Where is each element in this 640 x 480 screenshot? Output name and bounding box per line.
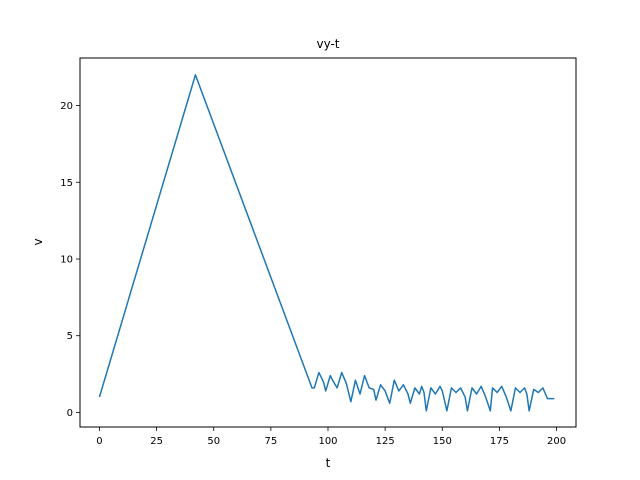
x-tick-label: 100 bbox=[318, 436, 337, 447]
y-tick-label: 20 bbox=[60, 101, 73, 112]
axes-frame bbox=[79, 57, 577, 428]
x-tick-label: 0 bbox=[96, 436, 102, 447]
x-tick-label: 125 bbox=[376, 436, 395, 447]
y-axis-label: v bbox=[31, 238, 45, 245]
axis-ticks: 0 25 50 75 100 125 150 175 200 0 5 10 15 20 bbox=[60, 101, 566, 447]
x-tick-label: 75 bbox=[264, 436, 277, 447]
y-tick-label: 5 bbox=[67, 331, 73, 342]
series-line-0 bbox=[98, 74, 555, 412]
chart-title: vy-t bbox=[316, 37, 339, 51]
plot-area bbox=[98, 74, 555, 412]
x-tick-label: 200 bbox=[547, 436, 566, 447]
x-tick-label: 175 bbox=[490, 436, 509, 447]
y-tick-label: 10 bbox=[60, 254, 73, 265]
x-tick-label: 25 bbox=[150, 436, 163, 447]
x-tick-label: 50 bbox=[207, 436, 220, 447]
x-axis-label: t bbox=[326, 456, 331, 470]
x-tick-label: 150 bbox=[433, 436, 452, 447]
y-tick-label: 0 bbox=[67, 408, 73, 419]
y-tick-label: 15 bbox=[60, 178, 73, 189]
